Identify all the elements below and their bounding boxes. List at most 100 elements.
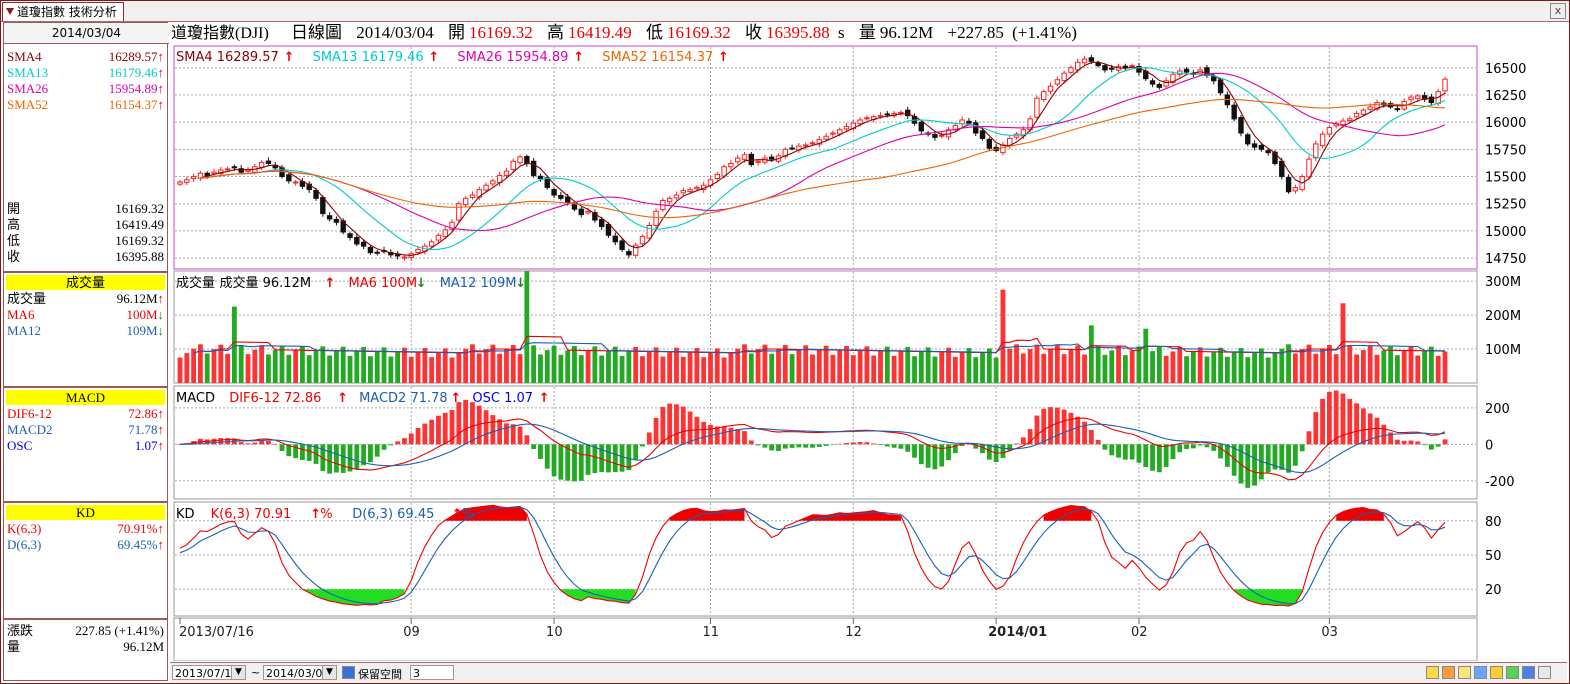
settings-icon[interactable]	[1506, 666, 1519, 679]
macd-osc-bar	[776, 444, 781, 452]
volume-bar	[558, 354, 564, 383]
kd-row: D(6,3) 69.45%↑	[7, 537, 164, 553]
macd-osc-bar	[340, 444, 346, 473]
macd-osc-bar	[538, 444, 543, 459]
candle-body	[1285, 176, 1292, 193]
macd-signal-line	[179, 423, 1446, 474]
candle-body	[585, 210, 591, 214]
candle-body	[469, 194, 476, 198]
arrow-up-icon: ↑	[157, 97, 165, 112]
x-axis-label: 12	[845, 625, 862, 640]
candle-body	[1047, 85, 1054, 92]
candle-body	[415, 248, 421, 253]
crosshair-icon[interactable]	[1458, 666, 1471, 679]
candle-body	[211, 171, 217, 175]
kd-tick-label: 20	[1485, 583, 1502, 598]
tab-technical-analysis[interactable]: 道瓊指數 技術分析	[2, 2, 124, 21]
arrow-up-icon: ↑	[337, 391, 348, 406]
draw-line-icon[interactable]	[1474, 666, 1487, 679]
macd-osc-bar	[1150, 444, 1155, 471]
date-range-tilde: ~	[251, 666, 261, 679]
candle-body	[1034, 97, 1040, 118]
macd-osc-bar	[905, 444, 911, 452]
macd-osc-bar	[728, 427, 734, 445]
candle-body	[646, 224, 652, 239]
volume-bar	[1245, 357, 1251, 383]
macd-osc-bar	[1435, 444, 1441, 447]
volume-bar	[551, 345, 557, 383]
candle-body	[1421, 95, 1428, 100]
chart-area[interactable]: 16500 16250 16000 15750 15500 15250 15000 14750…	[169, 21, 1569, 661]
volume-bar	[912, 356, 917, 383]
macd-osc-bar	[973, 444, 979, 449]
candle-body	[456, 203, 462, 221]
help-icon[interactable]	[1538, 666, 1551, 679]
volume-bar	[1061, 354, 1067, 383]
volume-bar	[347, 355, 353, 383]
candle-body	[877, 115, 884, 118]
price-tick-label: 15000	[1485, 225, 1526, 240]
sma-label: SMA52	[7, 97, 49, 112]
from-date-value: 2013/07/16	[175, 667, 239, 680]
quote-date: 2014/03/04	[356, 23, 434, 42]
macd-osc-bar	[1177, 444, 1183, 453]
volume-bar	[1109, 350, 1115, 383]
vol-label: 成交量	[7, 291, 47, 306]
arrow-up-icon: ↑	[718, 50, 729, 65]
calendar-icon[interactable]	[342, 666, 355, 679]
indicator-icon[interactable]	[1490, 666, 1503, 679]
volume-bar	[1333, 354, 1339, 383]
macd-osc-bar	[653, 417, 659, 445]
volume-bar	[1388, 346, 1393, 383]
candle-body	[598, 219, 605, 228]
reserve-space-input[interactable]: 3	[410, 665, 454, 680]
volume-legend-item: 成交量 96.12M	[220, 275, 312, 291]
arrow-up-icon: ↑	[325, 276, 336, 291]
volume-bar	[1292, 353, 1298, 383]
arrow-up-icon: ↑	[157, 81, 165, 96]
macd-row: MACD2 71.78↑	[7, 422, 164, 438]
left-info-panel: 2014/03/04 SMA4 16289.57↑ SMA13 16179.46↑ SM…	[3, 22, 169, 681]
macd-osc-bar	[1333, 390, 1339, 445]
volume-bar	[225, 353, 231, 383]
candle-body	[1041, 91, 1047, 101]
macd-osc-bar	[823, 444, 829, 446]
volume-bar	[898, 351, 904, 383]
to-date-dropdown[interactable]: 2014/03/04 ▼	[263, 665, 337, 680]
volume-bar	[510, 344, 516, 383]
candle-body	[544, 177, 550, 188]
macd-osc-bar	[442, 412, 448, 445]
macd-osc-bar	[769, 444, 775, 451]
volume-bar	[490, 344, 496, 383]
volume-bar	[640, 356, 645, 383]
close-button[interactable]: x	[1550, 3, 1566, 19]
volume-bar	[531, 345, 537, 383]
macd-osc-bar	[327, 444, 333, 474]
volume-bar	[1279, 348, 1285, 383]
sma-row: SMA13 16179.46↑	[7, 65, 164, 81]
volume-bar	[986, 348, 992, 383]
candle-body	[265, 160, 272, 164]
zoom-out-icon[interactable]	[1442, 666, 1455, 679]
sma-legend-item: SMA13 16179.46	[313, 50, 424, 65]
volume-bar	[966, 348, 972, 383]
volume-bar	[524, 271, 530, 383]
macd-label: OSC	[7, 438, 33, 453]
vol-label: MA6	[7, 307, 35, 322]
from-date-dropdown[interactable]: 2013/07/16 ▼	[172, 665, 246, 680]
volume-tick-label: 100M	[1485, 343, 1521, 358]
macd-osc-bar	[354, 444, 360, 470]
volume-bar	[742, 344, 747, 383]
arrow-up-icon: ↑	[157, 537, 165, 552]
macd-osc-bar	[293, 444, 299, 459]
volume-bar	[442, 348, 448, 383]
volume-bar	[1231, 352, 1237, 383]
zoom-in-icon[interactable]	[1426, 666, 1439, 679]
volume-row: 量 96.12M	[7, 639, 164, 655]
macd-osc-bar	[1313, 412, 1319, 445]
arrow-down-icon: ↓	[157, 323, 165, 338]
macd-osc-bar	[415, 427, 421, 445]
candle-body	[1326, 127, 1333, 135]
print-icon[interactable]	[1522, 666, 1535, 679]
macd-osc-bar	[408, 433, 414, 445]
